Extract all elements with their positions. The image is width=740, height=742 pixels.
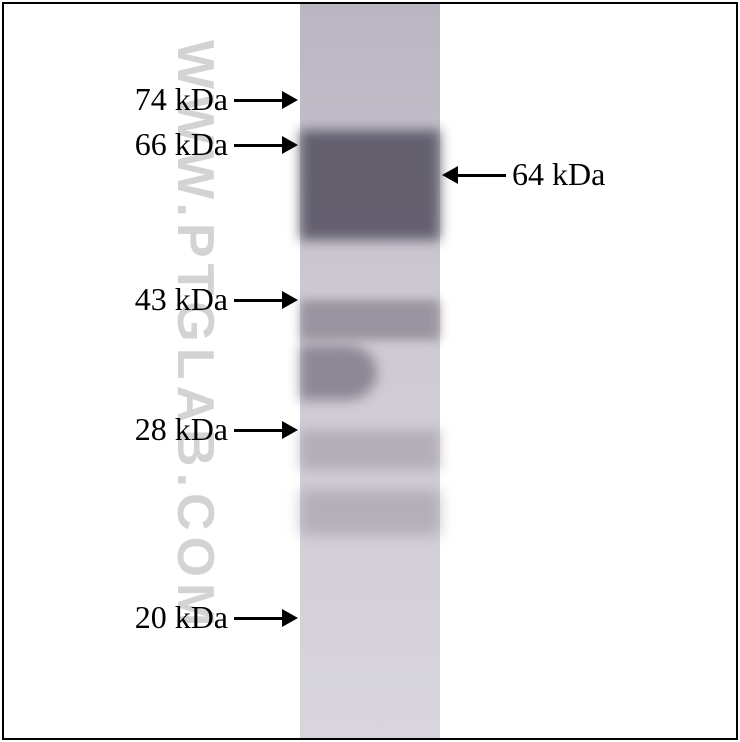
arrow-right-icon <box>234 136 298 154</box>
arrow-right-icon <box>234 421 298 439</box>
arrow-left-icon <box>442 166 506 184</box>
ladder-label: 43 kDa <box>135 281 228 318</box>
ladder-label: 28 kDa <box>135 411 228 448</box>
gel-band <box>300 490 440 535</box>
arrow-right-icon <box>234 609 298 627</box>
gel-figure: WWW.PTGLAB.COM 74 kDa66 kDa43 kDa28 kDa2… <box>0 0 740 742</box>
ladder-label: 74 kDa <box>135 81 228 118</box>
target-label: 64 kDa <box>512 156 605 193</box>
gel-band <box>300 300 440 340</box>
ladder-label: 66 kDa <box>135 126 228 163</box>
arrow-right-icon <box>234 91 298 109</box>
gel-band <box>300 130 440 240</box>
gel-band <box>300 345 377 400</box>
gel-band <box>300 430 440 470</box>
arrow-right-icon <box>234 291 298 309</box>
ladder-label: 20 kDa <box>135 599 228 636</box>
gel-lane <box>300 4 440 738</box>
